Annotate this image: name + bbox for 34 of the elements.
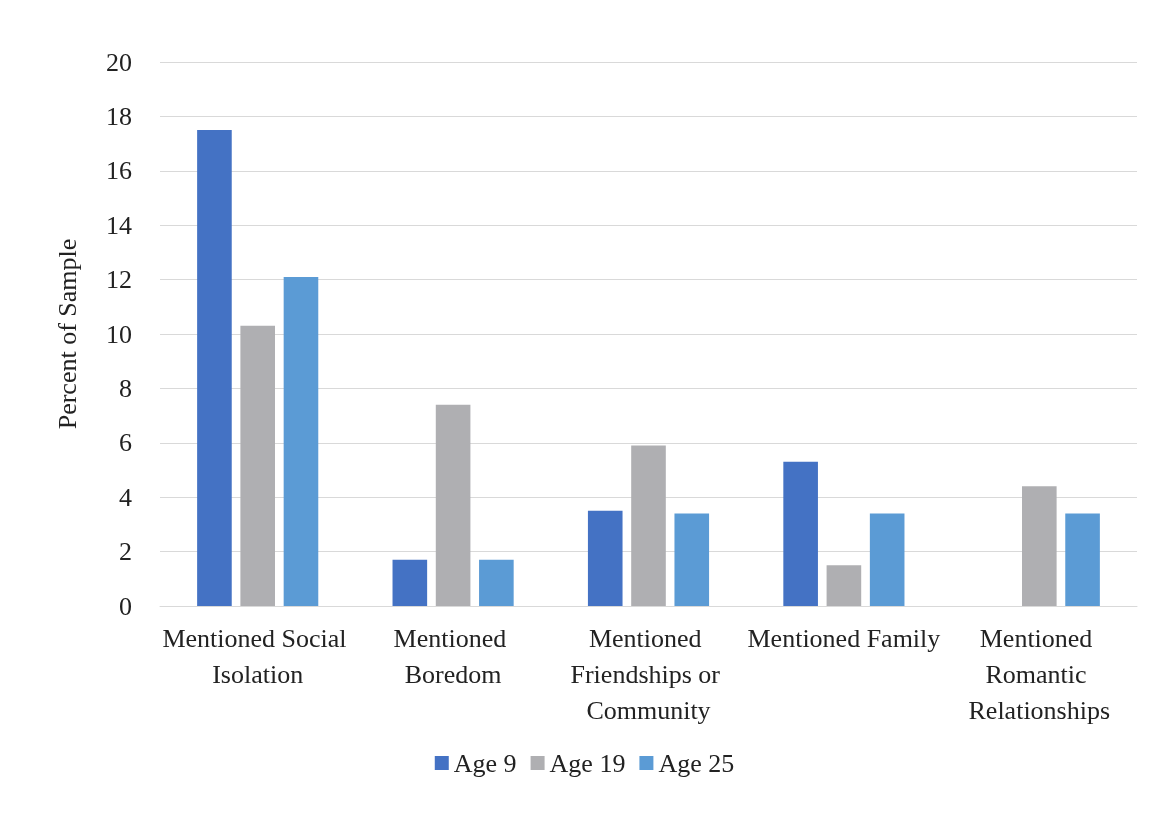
bar (783, 461, 818, 606)
y-axis-title: Percent of Sample (52, 238, 82, 430)
x-tick-label: Mentioned Friendships or Community (570, 623, 727, 725)
bar (1065, 513, 1100, 606)
legend-label: Age 25 (658, 748, 735, 778)
bar (587, 510, 623, 606)
bar (479, 559, 514, 606)
x-tick-label: Mentioned Family (747, 623, 941, 653)
y-tick-label: 14 (106, 210, 132, 240)
y-tick-label: 12 (106, 265, 132, 295)
bar (674, 513, 710, 606)
legend-label: Age 9 (453, 748, 517, 778)
y-tick-label: 8 (119, 373, 132, 403)
bar (392, 559, 428, 606)
y-tick-label: 0 (119, 591, 132, 621)
y-tick-label: 16 (106, 156, 132, 186)
y-tick-label: 2 (119, 537, 132, 567)
y-tick-label: 4 (119, 482, 132, 512)
y-tick-label: 20 (106, 47, 132, 77)
y-tick-label: 18 (106, 101, 132, 131)
x-tick-label: Mentioned Social Isolation (162, 623, 354, 689)
y-tick-label: 6 (119, 428, 132, 458)
bar (435, 404, 471, 606)
bar (197, 130, 232, 606)
y-tick-label: 10 (106, 319, 132, 349)
bar (283, 276, 319, 606)
bar (240, 325, 276, 606)
bar (826, 565, 862, 606)
x-tick-label: Mentioned Romantic Relationships (968, 623, 1111, 725)
x-tick-label: Mentioned Boredom (393, 623, 513, 689)
bar (1021, 486, 1057, 606)
legend-label: Age 19 (549, 748, 626, 778)
bar (869, 513, 905, 606)
bar (631, 445, 666, 606)
